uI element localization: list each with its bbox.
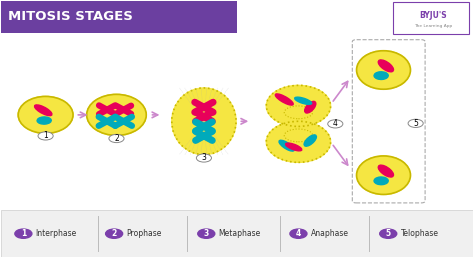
Circle shape	[109, 134, 124, 143]
Ellipse shape	[295, 97, 311, 104]
Ellipse shape	[374, 72, 388, 79]
Text: The Learning App: The Learning App	[414, 24, 452, 28]
Ellipse shape	[356, 51, 410, 89]
Ellipse shape	[279, 140, 294, 151]
Ellipse shape	[305, 101, 316, 113]
Text: 1: 1	[43, 131, 48, 140]
Ellipse shape	[378, 165, 393, 177]
Circle shape	[408, 119, 423, 127]
Text: BYJU'S: BYJU'S	[419, 11, 447, 20]
Ellipse shape	[374, 177, 388, 185]
Text: 5: 5	[413, 119, 418, 128]
Ellipse shape	[378, 60, 393, 72]
Text: 4: 4	[296, 229, 301, 238]
Text: 1: 1	[21, 229, 26, 238]
Text: Prophase: Prophase	[127, 229, 162, 238]
Ellipse shape	[284, 112, 313, 135]
Circle shape	[15, 229, 32, 238]
Circle shape	[196, 154, 211, 162]
FancyBboxPatch shape	[393, 2, 469, 34]
Circle shape	[38, 132, 53, 140]
Ellipse shape	[35, 105, 52, 116]
Ellipse shape	[356, 156, 410, 195]
Text: 3: 3	[201, 154, 206, 163]
Ellipse shape	[286, 143, 302, 151]
Text: MITOSIS STAGES: MITOSIS STAGES	[8, 10, 133, 23]
Ellipse shape	[172, 88, 236, 155]
Ellipse shape	[37, 117, 51, 124]
Circle shape	[106, 229, 123, 238]
Text: 2: 2	[111, 229, 117, 238]
Ellipse shape	[18, 96, 73, 133]
Ellipse shape	[87, 94, 146, 135]
Text: Telophase: Telophase	[401, 229, 438, 238]
Circle shape	[198, 229, 215, 238]
Ellipse shape	[304, 135, 317, 146]
Text: 5: 5	[386, 229, 391, 238]
Text: 4: 4	[333, 119, 338, 128]
Circle shape	[290, 229, 307, 238]
Text: Metaphase: Metaphase	[219, 229, 261, 238]
Ellipse shape	[266, 85, 330, 126]
Circle shape	[328, 120, 343, 128]
Ellipse shape	[266, 121, 330, 162]
Text: Interphase: Interphase	[36, 229, 77, 238]
Circle shape	[380, 229, 397, 238]
Text: Anaphase: Anaphase	[311, 229, 349, 238]
FancyBboxPatch shape	[0, 210, 474, 257]
Text: 3: 3	[204, 229, 209, 238]
Ellipse shape	[275, 94, 293, 105]
FancyBboxPatch shape	[0, 1, 237, 33]
Text: 2: 2	[114, 134, 119, 143]
